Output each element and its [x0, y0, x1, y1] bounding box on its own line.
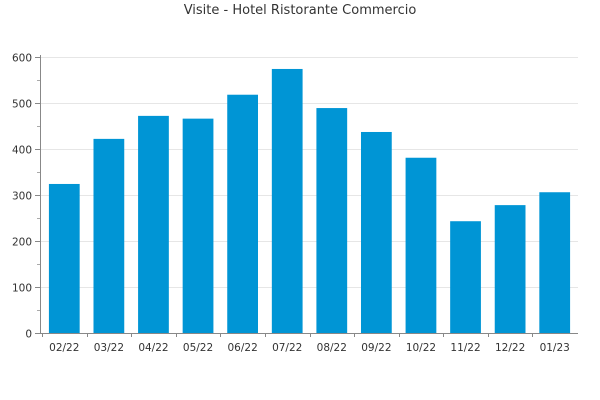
y-tick-label: 500 [12, 99, 32, 111]
bar [405, 157, 437, 333]
x-tick-label: 01/23 [540, 342, 570, 354]
bar [360, 131, 392, 333]
y-tick-label: 200 [12, 237, 32, 249]
x-tick-label: 11/22 [450, 342, 480, 354]
y-tick-label: 300 [12, 191, 32, 203]
chart-title: Visite - Hotel Ristorante Commercio [183, 3, 417, 18]
x-tick-label: 02/22 [49, 342, 79, 354]
x-tick-label: 12/22 [495, 342, 525, 354]
x-tick-label: 03/22 [94, 342, 124, 354]
bar [48, 183, 80, 333]
y-tick-label: 400 [12, 145, 32, 157]
bar [271, 68, 303, 334]
bar [316, 108, 348, 333]
x-tick-label: 05/22 [183, 342, 213, 354]
tick-labels: 0 100 200 300 400 500 600 02/22 03/22 04/22 05/22 0… [12, 53, 570, 355]
x-tick-label: 04/22 [138, 342, 168, 354]
x-tick-label: 06/22 [227, 342, 257, 354]
bar [539, 192, 571, 333]
bars [48, 68, 571, 334]
bar [138, 115, 169, 333]
bar [227, 94, 258, 333]
y-tick-label: 100 [12, 283, 32, 295]
x-tick-label: 08/22 [317, 342, 347, 354]
grid-lines [40, 57, 578, 288]
y-tick-label: 0 [25, 329, 32, 341]
bar [494, 205, 526, 333]
x-tick-label: 07/22 [272, 342, 302, 354]
bar [93, 138, 125, 333]
x-tick-label: 10/22 [406, 342, 436, 354]
bar [182, 118, 214, 333]
axes [35, 55, 578, 337]
x-tick-label: 09/22 [361, 342, 391, 354]
bar [450, 221, 481, 333]
y-tick-label: 600 [12, 53, 32, 65]
